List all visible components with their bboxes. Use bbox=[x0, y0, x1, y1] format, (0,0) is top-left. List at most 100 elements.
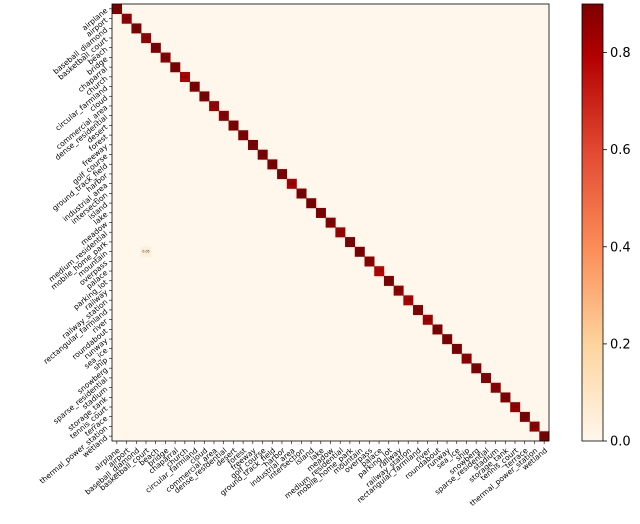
cell-value-label: 0.87 bbox=[492, 386, 499, 390]
cell-value-label: 0.96 bbox=[152, 46, 159, 50]
heatmap-cell-diagonal bbox=[112, 4, 123, 15]
cell-value-label: 0.86 bbox=[123, 17, 130, 21]
cell-value-label: 0.97 bbox=[201, 94, 208, 98]
cell-value-label: 0.86 bbox=[463, 356, 470, 360]
heatmap-cell-diagonal bbox=[150, 42, 161, 53]
heatmap-cell-diagonal bbox=[461, 353, 472, 364]
heatmap-cell-diagonal bbox=[374, 266, 385, 277]
heatmap-cell-diagonal bbox=[519, 411, 530, 422]
cell-value-label: 0.90 bbox=[541, 434, 548, 438]
heatmap-cell-diagonal bbox=[335, 227, 346, 238]
heatmap-cell-diagonal bbox=[199, 91, 210, 102]
heatmap-cell-diagonal bbox=[189, 81, 200, 92]
cell-value-label: 0.92 bbox=[385, 279, 392, 283]
heatmap-cell-diagonal bbox=[306, 198, 317, 209]
cell-value-label: 0.84 bbox=[210, 104, 217, 108]
cell-value-label: 0.97 bbox=[453, 347, 460, 351]
colorbar-tick-label: 0.6 bbox=[610, 143, 631, 158]
heatmap-cell-diagonal bbox=[121, 13, 132, 24]
cell-value-label: 0.89 bbox=[414, 308, 421, 312]
heatmap-cell-diagonal bbox=[267, 159, 278, 170]
cell-value-label: 0.83 bbox=[424, 318, 431, 322]
heatmap-cell-diagonal bbox=[325, 217, 336, 228]
y-tick-labels: airplaneairportbaseball_diamondbasketbal… bbox=[38, 6, 112, 486]
cell-value-label: 0.05 bbox=[142, 250, 149, 254]
cell-value-label: 0.94 bbox=[308, 201, 315, 205]
heatmap-cell-diagonal bbox=[315, 207, 326, 218]
cell-value-label: 0.90 bbox=[434, 327, 441, 331]
cell-value-label: 0.93 bbox=[346, 240, 353, 244]
heatmap-cell-diagonal bbox=[500, 392, 511, 403]
heatmap-cell-diagonal bbox=[218, 110, 229, 121]
cell-value-label: 0.80 bbox=[181, 75, 188, 79]
heatmap-cell-diagonal bbox=[422, 314, 433, 325]
heatmap-cell-diagonal bbox=[247, 139, 258, 150]
colorbar-tick-label: 0.0 bbox=[610, 435, 631, 450]
cell-value-label: 0.90 bbox=[298, 191, 305, 195]
colorbar-ticks: 0.0 0.2 0.4 0.6 0.8 bbox=[603, 46, 631, 450]
heatmap-cell-diagonal bbox=[179, 71, 190, 82]
heatmap-cell-diagonal bbox=[490, 382, 501, 393]
cell-value-label: 0.92 bbox=[443, 337, 450, 341]
heatmap-cell-diagonal bbox=[209, 101, 220, 112]
cell-value-label: 0.82 bbox=[288, 182, 295, 186]
heatmap-cell-diagonal bbox=[286, 178, 297, 189]
heatmap-cell-diagonal bbox=[277, 169, 288, 180]
cell-value-label: 0.97 bbox=[172, 65, 179, 69]
cell-value-label: 0.93 bbox=[269, 162, 276, 166]
cell-value-label: 0.92 bbox=[133, 26, 140, 30]
cell-value-label: 0.94 bbox=[240, 133, 247, 137]
cell-value-label: 0.94 bbox=[113, 7, 120, 11]
cell-value-label: 0.90 bbox=[249, 143, 256, 147]
cell-value-label: 0.84 bbox=[337, 230, 344, 234]
heatmap-cell-diagonal bbox=[354, 246, 365, 257]
heatmap-cell-diagonal bbox=[451, 343, 462, 354]
cell-value-label: 0.80 bbox=[405, 298, 412, 302]
heatmap-cell-diagonal bbox=[170, 62, 181, 73]
heatmap-cell-diagonal bbox=[160, 52, 171, 63]
cell-value-label: 0.86 bbox=[395, 288, 402, 292]
heatmap-cell-diagonal bbox=[481, 373, 492, 384]
colorbar bbox=[581, 3, 604, 442]
cell-value-label: 0.85 bbox=[142, 36, 149, 40]
heatmap-cell-diagonal bbox=[364, 256, 375, 267]
cell-value-label: 0.90 bbox=[502, 395, 509, 399]
cell-value-label: 0.95 bbox=[473, 366, 480, 370]
heatmap-cell-diagonal bbox=[393, 285, 404, 296]
heatmap-cell-diagonal bbox=[345, 237, 356, 248]
cell-value-label: 0.87 bbox=[366, 259, 373, 263]
heatmap-cell-diagonal bbox=[383, 275, 394, 286]
heatmap-cell-diagonal bbox=[413, 305, 424, 316]
heatmap-cell-diagonal bbox=[257, 149, 268, 160]
x-tick-labels: airplaneairportbaseball_diamondbasketbal… bbox=[83, 441, 549, 508]
heatmap-cell-diagonal bbox=[228, 120, 239, 131]
cell-value-label: 0.85 bbox=[511, 405, 518, 409]
heatmap-cell-diagonal bbox=[296, 188, 307, 199]
cell-value-label: 0.93 bbox=[521, 415, 528, 419]
cell-value-label: 0.95 bbox=[278, 172, 285, 176]
heatmap-cell-diagonal bbox=[131, 23, 142, 34]
cell-value-label: 0.88 bbox=[482, 376, 489, 380]
cell-value-label: 0.93 bbox=[230, 123, 237, 127]
cell-value-label: 0.95 bbox=[191, 85, 198, 89]
colorbar-tick-label: 0.2 bbox=[610, 337, 631, 352]
cell-value-label: 0.86 bbox=[531, 424, 538, 428]
heatmap-cell-diagonal bbox=[510, 402, 521, 413]
colorbar-tick-label: 0.4 bbox=[610, 240, 631, 255]
heatmap-cell-diagonal bbox=[471, 363, 482, 374]
cell-value-label: 0.90 bbox=[356, 250, 363, 254]
cell-value-label: 0.88 bbox=[327, 221, 334, 225]
cell-value-label: 0.88 bbox=[162, 55, 169, 59]
heatmap-cell-diagonal bbox=[238, 130, 249, 141]
cell-value-label: 0.92 bbox=[259, 153, 266, 157]
heatmap-cell-diagonal bbox=[403, 295, 414, 306]
cell-value-label: 0.78 bbox=[376, 269, 383, 273]
heatmap-cell-diagonal bbox=[141, 33, 152, 44]
colorbar-gradient bbox=[581, 3, 604, 442]
cell-value-label: 0.88 bbox=[220, 114, 227, 118]
heatmap-area: 0.94 0.86 0.92 0.85 0.96 0.88 0.97 0.80 0.95 0.97… bbox=[111, 3, 550, 442]
heatmap-cell-diagonal bbox=[432, 324, 443, 335]
heatmap-cell-diagonal bbox=[442, 334, 453, 345]
heatmap-cell-diagonal bbox=[539, 431, 550, 442]
